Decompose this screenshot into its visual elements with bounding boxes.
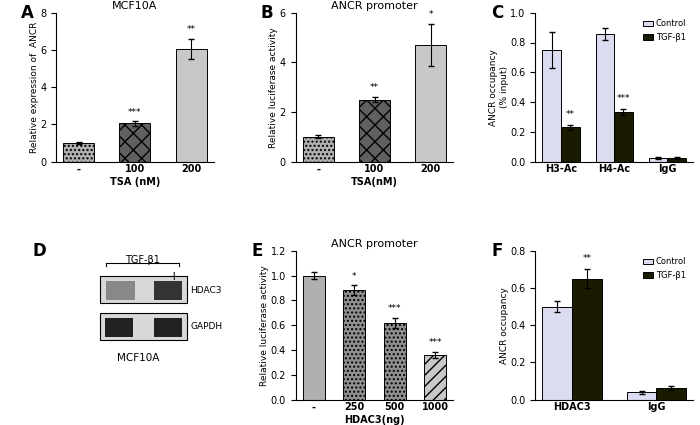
Y-axis label: Relative luciferase activity: Relative luciferase activity <box>270 27 279 147</box>
Y-axis label: ANCR occupancy: ANCR occupancy <box>500 287 509 363</box>
Bar <box>120 123 150 162</box>
Legend: Control, TGF-β1: Control, TGF-β1 <box>640 255 689 282</box>
Bar <box>303 137 334 162</box>
Bar <box>384 323 406 399</box>
Bar <box>154 318 182 337</box>
Bar <box>100 276 187 303</box>
Text: ***: *** <box>617 94 630 104</box>
X-axis label: TSA (nM): TSA (nM) <box>110 177 160 187</box>
Bar <box>561 128 580 162</box>
Bar <box>542 50 561 162</box>
Bar <box>343 290 365 400</box>
Text: TGF-β1: TGF-β1 <box>125 255 160 265</box>
Y-axis label: Relative luciferase activity: Relative luciferase activity <box>260 265 270 385</box>
Title: ANCR promoter: ANCR promoter <box>331 0 418 11</box>
Text: MCF10A: MCF10A <box>117 354 159 363</box>
Bar <box>359 99 390 162</box>
Bar <box>614 113 633 162</box>
Text: -: - <box>109 270 113 283</box>
Bar <box>626 392 657 400</box>
Bar <box>572 279 601 400</box>
Bar <box>596 34 614 162</box>
Bar <box>415 45 446 162</box>
Bar <box>154 280 182 300</box>
X-axis label: TSA(nM): TSA(nM) <box>351 177 398 187</box>
Text: +: + <box>169 270 180 283</box>
Bar <box>542 306 572 400</box>
Text: B: B <box>261 4 274 22</box>
Bar <box>303 275 325 400</box>
Text: E: E <box>251 242 263 260</box>
Y-axis label: ANCR occupancy
(% input): ANCR occupancy (% input) <box>489 49 509 125</box>
Text: ***: *** <box>428 338 442 347</box>
Text: HDAC3: HDAC3 <box>190 286 221 295</box>
Title: MCF10A: MCF10A <box>112 0 158 11</box>
Text: **: ** <box>370 83 379 92</box>
Bar <box>649 158 667 162</box>
Title: ANCR promoter: ANCR promoter <box>331 238 418 249</box>
Bar <box>176 49 206 162</box>
Bar <box>667 158 686 162</box>
Text: ***: *** <box>388 304 401 313</box>
Bar <box>100 313 187 340</box>
Bar <box>105 318 133 337</box>
Text: ***: *** <box>128 108 141 117</box>
Text: C: C <box>491 4 503 22</box>
Bar <box>657 388 686 399</box>
Text: **: ** <box>566 110 575 119</box>
X-axis label: HDAC3(ng): HDAC3(ng) <box>344 415 405 425</box>
Bar <box>106 280 135 300</box>
Text: GAPDH: GAPDH <box>190 322 222 331</box>
Text: A: A <box>21 4 34 22</box>
Text: *: * <box>352 272 356 281</box>
Text: **: ** <box>582 255 592 264</box>
Bar <box>63 143 94 162</box>
Text: *: * <box>428 11 433 20</box>
Legend: Control, TGF-β1: Control, TGF-β1 <box>640 17 689 44</box>
Text: F: F <box>491 242 503 260</box>
Y-axis label: Relative expression of  ANCR: Relative expression of ANCR <box>29 21 38 153</box>
Text: **: ** <box>186 26 195 34</box>
Text: D: D <box>32 242 46 260</box>
Bar <box>424 355 446 400</box>
